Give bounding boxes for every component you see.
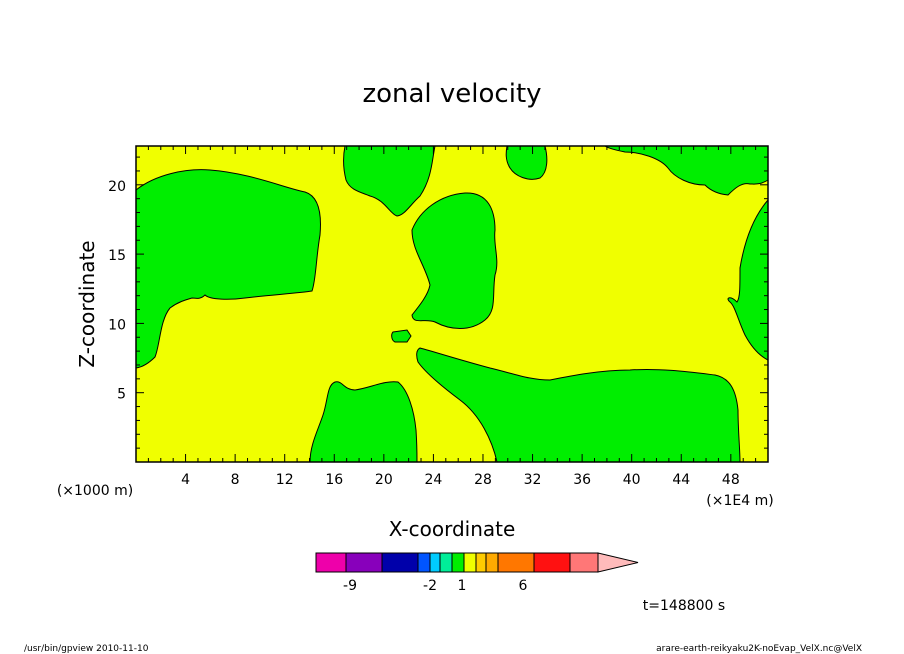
x-tick-label: 40 [623,472,641,488]
colorbar-swatch [485,552,499,573]
x-tick-label: 48 [722,472,740,488]
region-right-edge [727,198,769,361]
colorbar-swatch [475,552,487,573]
x-tick-label: 16 [325,472,343,488]
x-tick-label: 44 [672,472,690,488]
colorbar-swatch [569,552,599,573]
colorbar-label: 1 [458,578,467,594]
x-units-right: (×1E4 m) [706,493,773,509]
y-tick-label: 15 [108,248,126,264]
x-tick-label: 32 [524,472,542,488]
region-lower-right [416,347,741,463]
x-tick-label: 12 [276,472,294,488]
colorbar-swatch [439,552,453,573]
colorbar-swatch [381,552,419,573]
y-tick-label: 5 [117,387,126,403]
plot-frame [135,145,769,463]
x-axis-label: X-coordinate [389,517,516,541]
x-tick-label: 8 [231,472,240,488]
region-top-center [343,145,436,217]
colorbar-swatch [417,552,431,573]
colorbar-swatch [497,552,535,573]
colorbar-swatch [315,552,347,573]
colorbar-swatch [533,552,571,573]
chart-title: zonal velocity [362,79,541,109]
footer-right: arare-earth-reikyaku2K-noEvap_VelX.nc@Ve… [656,644,862,654]
region-center [411,192,498,329]
velocity-regions [135,145,769,463]
region-small-blob [391,329,412,343]
colorbar-label: 6 [519,578,528,594]
x-tick-label: 24 [424,472,442,488]
colorbar-swatch [345,552,383,573]
time-label: t=148800 s [643,598,725,614]
x-tick-label: 36 [573,472,591,488]
colorbar-swatch [451,552,465,573]
x-tick-label: 28 [474,472,492,488]
x-tick-label: 20 [375,472,393,488]
region-upper-left [135,169,321,369]
colorbar-swatch [463,552,477,573]
colorbar-arrow [597,552,639,573]
footer-left: /usr/bin/gpview 2010-11-10 [24,644,149,654]
region-top-right [505,145,548,180]
x-units-left: (×1000 m) [57,483,133,499]
colorbar-label: -9 [343,578,357,594]
x-tick-label: 4 [181,472,190,488]
colorbar-label: -2 [423,578,437,594]
y-axis-label: Z-coordinate [75,240,99,367]
colorbar-swatch [429,552,441,573]
colorbar: -9 -2 1 6 [315,552,639,594]
region-top-far-right [603,145,769,196]
y-tick-label: 20 [108,179,126,195]
region-lower-center [309,381,418,463]
y-tick-label: 10 [108,317,126,333]
